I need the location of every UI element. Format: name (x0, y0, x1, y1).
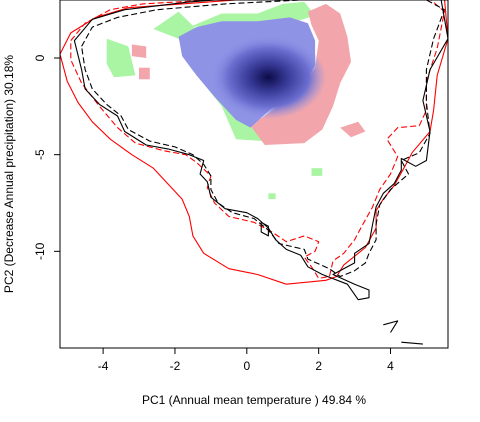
species1-only-region (311, 168, 323, 176)
y-tick-label: 0 (33, 54, 47, 61)
species2-only-region (131, 44, 147, 58)
x-tick-label: -4 (98, 359, 109, 373)
x-axis-title: PC1 (Annual mean temperature ) 49.84 % (142, 393, 366, 407)
y-tick-label: -10 (33, 242, 47, 260)
plot-border (59, 0, 449, 349)
y-axis-title: PC2 (Decrease Annual precipitation) 30.1… (2, 55, 16, 293)
species2-only-region (139, 67, 150, 80)
x-tick-label: -2 (170, 359, 181, 373)
y-tick-label: -5 (33, 149, 47, 160)
species1-only-region (268, 193, 276, 200)
x-tick-label: 4 (387, 359, 394, 373)
x-tick-label: 0 (243, 359, 250, 373)
density-peak (210, 35, 327, 120)
plot-area (60, 0, 448, 345)
env1-solid-contour (383, 320, 399, 333)
env1-solid-contour (73, 0, 448, 301)
env2-solid-contour (60, 0, 448, 285)
species2-only-region (340, 121, 366, 138)
env2-dashed-contour (70, 0, 445, 279)
env1-solid-contour (260, 221, 269, 237)
x-tick-label: 2 (315, 359, 322, 373)
axes: -4 -2 0 2 4 0 -5 -10 (33, 54, 394, 373)
species1-only-region (106, 38, 136, 78)
env1-solid-contour (401, 341, 423, 345)
